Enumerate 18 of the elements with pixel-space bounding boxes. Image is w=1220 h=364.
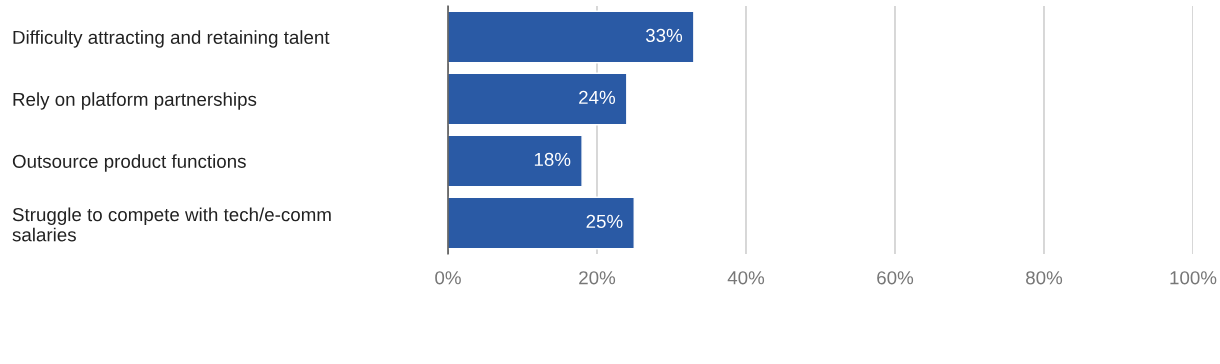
y-tick-label: Difficulty attracting and retaining talent (13, 30, 330, 48)
bar (448, 134, 583, 188)
x-tick-label: 0% (435, 271, 461, 285)
bar (448, 10, 695, 64)
x-tick-label: 40% (727, 271, 765, 285)
x-tick-label: 60% (877, 271, 914, 285)
x-tick-label: 20% (579, 271, 616, 285)
data-label: 25% (586, 214, 623, 229)
data-label: 33% (645, 28, 683, 43)
y-tick-label: Struggle to compete with tech/e-comm salaries (12, 207, 331, 242)
x-tick-label: 80% (1026, 271, 1063, 285)
y-tick-label: Outsource product functions (12, 154, 246, 172)
bar (448, 196, 635, 250)
y-tick-label: Rely on platform partnerships (13, 92, 257, 110)
x-tick-label: 100% (1170, 271, 1217, 285)
bar (448, 72, 628, 126)
data-label: 18% (534, 152, 571, 167)
data-label: 24% (579, 90, 616, 104)
